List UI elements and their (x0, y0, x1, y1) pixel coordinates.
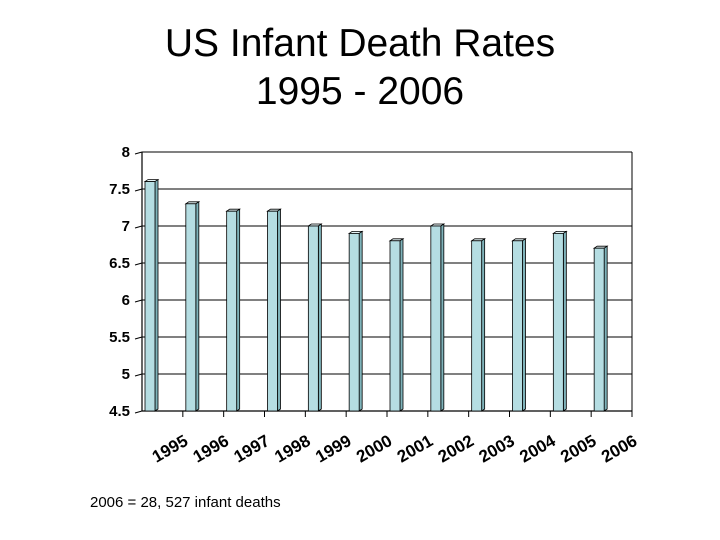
bar-front (552, 232, 564, 412)
bar-side (277, 208, 281, 412)
x-tick-label: 1999 (312, 431, 354, 466)
x-tick-label: 2000 (353, 431, 395, 466)
bar-side (195, 201, 200, 412)
x-tick-label: 2005 (557, 431, 599, 466)
x-tick-label: 1995 (149, 431, 191, 466)
bar-front (512, 240, 523, 412)
bar-front (430, 225, 442, 412)
bar-side (154, 178, 159, 412)
x-tick-label: 2002 (435, 431, 477, 466)
bar-side (399, 238, 404, 412)
bar-1996 (184, 201, 201, 412)
bar-1999 (307, 223, 323, 412)
bar-2006 (592, 245, 609, 412)
y-tick-mark (134, 188, 143, 192)
bar-front (185, 203, 197, 412)
x-tick-label: 1997 (231, 431, 273, 466)
x-tick-label: 1998 (271, 431, 313, 466)
y-tick-label: 6.5 (109, 255, 130, 272)
x-tick-label: 2004 (516, 431, 559, 467)
bar-front (226, 210, 238, 412)
x-tick-label: 2006 (598, 431, 640, 466)
y-tick-label: 4.5 (109, 403, 130, 420)
y-tick-label: 8 (122, 144, 130, 161)
bar-side (440, 223, 445, 412)
bar-front (471, 240, 483, 412)
bar-front (593, 247, 605, 412)
chart-title-line-2: 1995 - 2006 (255, 70, 465, 113)
bar-front (348, 232, 360, 412)
y-tick-label: 7.5 (109, 181, 130, 198)
y-tick-mark (134, 299, 143, 303)
bar-2004 (511, 238, 527, 412)
y-tick-mark (134, 151, 143, 155)
y-tick-mark (134, 225, 143, 229)
bar-side (562, 230, 567, 412)
y-tick-label: 7 (122, 218, 130, 235)
y-tick-label: 5 (122, 366, 130, 383)
bar-1998 (266, 208, 282, 412)
bar-1995 (143, 178, 160, 412)
chart-title: US Infant Death Rates 1995 - 2006 (0, 20, 720, 116)
bar-side (317, 223, 322, 412)
bar-side (603, 245, 608, 412)
footnote: 2006 = 28, 527 infant deaths (90, 494, 281, 511)
bar-side (236, 208, 241, 412)
y-tick-labels: 4.5 5 5.5 6 6.5 7 7.5 8 (109, 144, 130, 420)
bar-side (522, 238, 526, 412)
bar-2001 (388, 238, 405, 412)
y-tick-mark (134, 262, 143, 266)
x-tick-labels: 1995199619971998199920002001200220032004… (149, 431, 640, 467)
bar-2005 (552, 230, 568, 412)
bar-side (358, 230, 363, 412)
bars (143, 178, 609, 412)
bar-front (267, 210, 278, 412)
bar-side (481, 238, 486, 412)
y-tick-mark (134, 410, 143, 414)
y-tick-label: 5.5 (109, 329, 130, 346)
y-tick-mark (134, 336, 143, 340)
bar-2000 (347, 230, 364, 412)
bar-1997 (225, 208, 241, 412)
x-tick-label: 1996 (190, 431, 232, 466)
bar-2002 (429, 223, 446, 412)
chart-title-line-1: US Infant Death Rates (164, 22, 556, 65)
y-tick-mark (134, 373, 143, 377)
x-tick-label: 2003 (476, 431, 518, 466)
bar-2003 (470, 238, 486, 412)
axes (134, 151, 633, 417)
y-tick-label: 6 (122, 292, 130, 309)
bar-front (389, 240, 401, 412)
bar-front (307, 225, 319, 412)
bar-front (144, 181, 156, 412)
x-tick-label: 2001 (394, 431, 436, 466)
